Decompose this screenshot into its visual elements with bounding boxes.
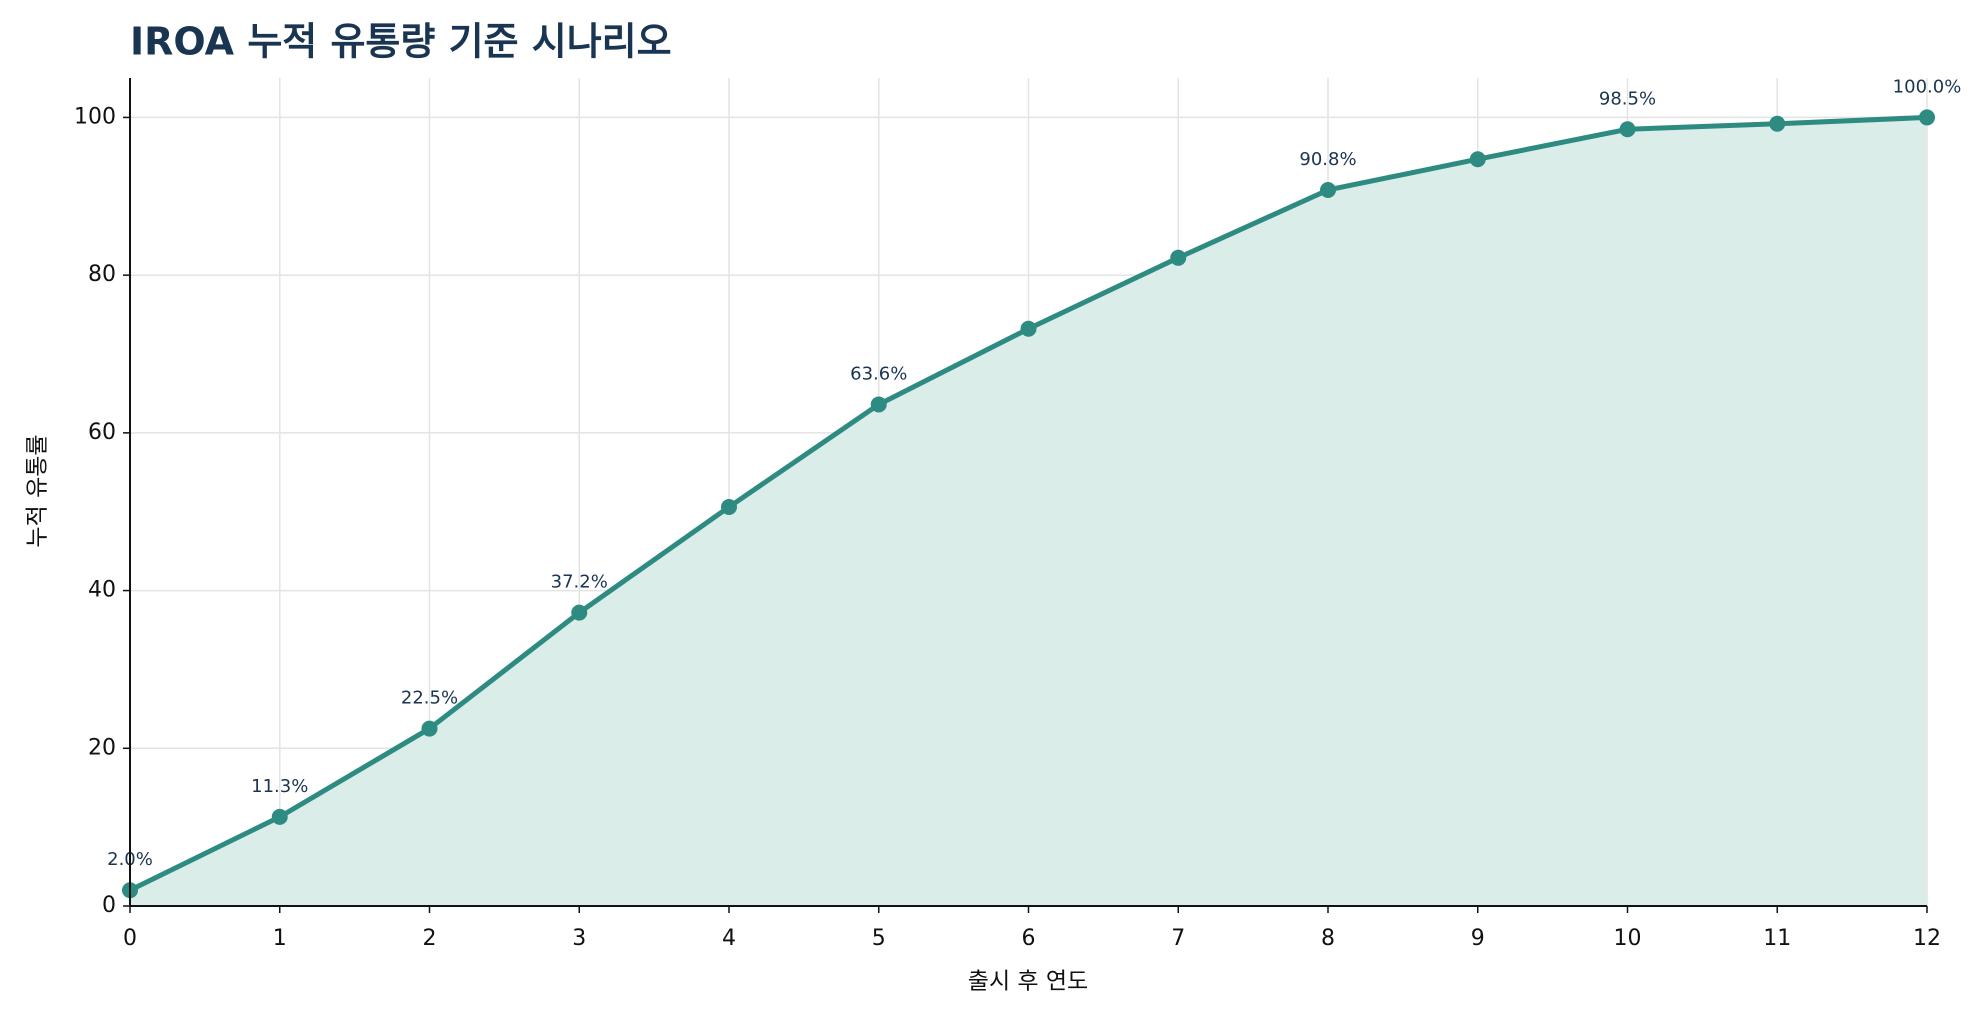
value-label: 63.6% bbox=[850, 363, 907, 384]
y-axis-label: 누적 유통률 bbox=[25, 434, 51, 547]
point bbox=[571, 604, 588, 621]
y-tick-label: 80 bbox=[88, 262, 116, 287]
x-tick-label: 0 bbox=[123, 926, 137, 951]
point bbox=[421, 720, 438, 737]
x-axis-label: 출시 후 연도 bbox=[968, 969, 1088, 995]
point bbox=[1769, 115, 1786, 132]
point bbox=[1469, 151, 1486, 168]
x-tick-label: 1 bbox=[273, 926, 287, 951]
point bbox=[1919, 109, 1935, 126]
x-tick-label: 7 bbox=[1171, 926, 1185, 951]
value-label: 98.5% bbox=[1599, 88, 1656, 109]
chart-title: IROA 누적 유통량 기준 시나리오 bbox=[130, 20, 672, 64]
y-tick-label: 60 bbox=[88, 420, 116, 445]
x-tick-label: 12 bbox=[1913, 926, 1941, 951]
x-tick-label: 8 bbox=[1321, 926, 1335, 951]
y-tick-label: 40 bbox=[88, 578, 116, 603]
x-tick-label: 9 bbox=[1471, 926, 1485, 951]
area-fill bbox=[130, 117, 1927, 906]
value-label: 90.8% bbox=[1299, 149, 1356, 170]
point bbox=[721, 498, 737, 515]
point bbox=[1170, 249, 1187, 266]
value-label: 11.3% bbox=[251, 776, 308, 797]
x-tick-label: 4 bbox=[722, 926, 736, 951]
x-tick-label: 2 bbox=[423, 926, 437, 951]
value-label: 100.0% bbox=[1893, 76, 1962, 97]
point bbox=[271, 808, 288, 825]
value-label: 22.5% bbox=[401, 688, 458, 709]
value-label: 37.2% bbox=[551, 572, 608, 593]
point bbox=[870, 396, 887, 413]
x-tick-label: 5 bbox=[872, 926, 886, 951]
y-tick-label: 100 bbox=[74, 104, 116, 129]
x-tick-label: 6 bbox=[1022, 926, 1036, 951]
point bbox=[1020, 320, 1037, 337]
x-tick-label: 3 bbox=[572, 926, 586, 951]
x-tick-label: 11 bbox=[1763, 926, 1791, 951]
point bbox=[1320, 181, 1336, 198]
point bbox=[1619, 121, 1636, 138]
y-tick-label: 20 bbox=[88, 735, 116, 760]
y-tick-label: 0 bbox=[102, 893, 116, 918]
x-tick-label: 10 bbox=[1614, 926, 1642, 951]
